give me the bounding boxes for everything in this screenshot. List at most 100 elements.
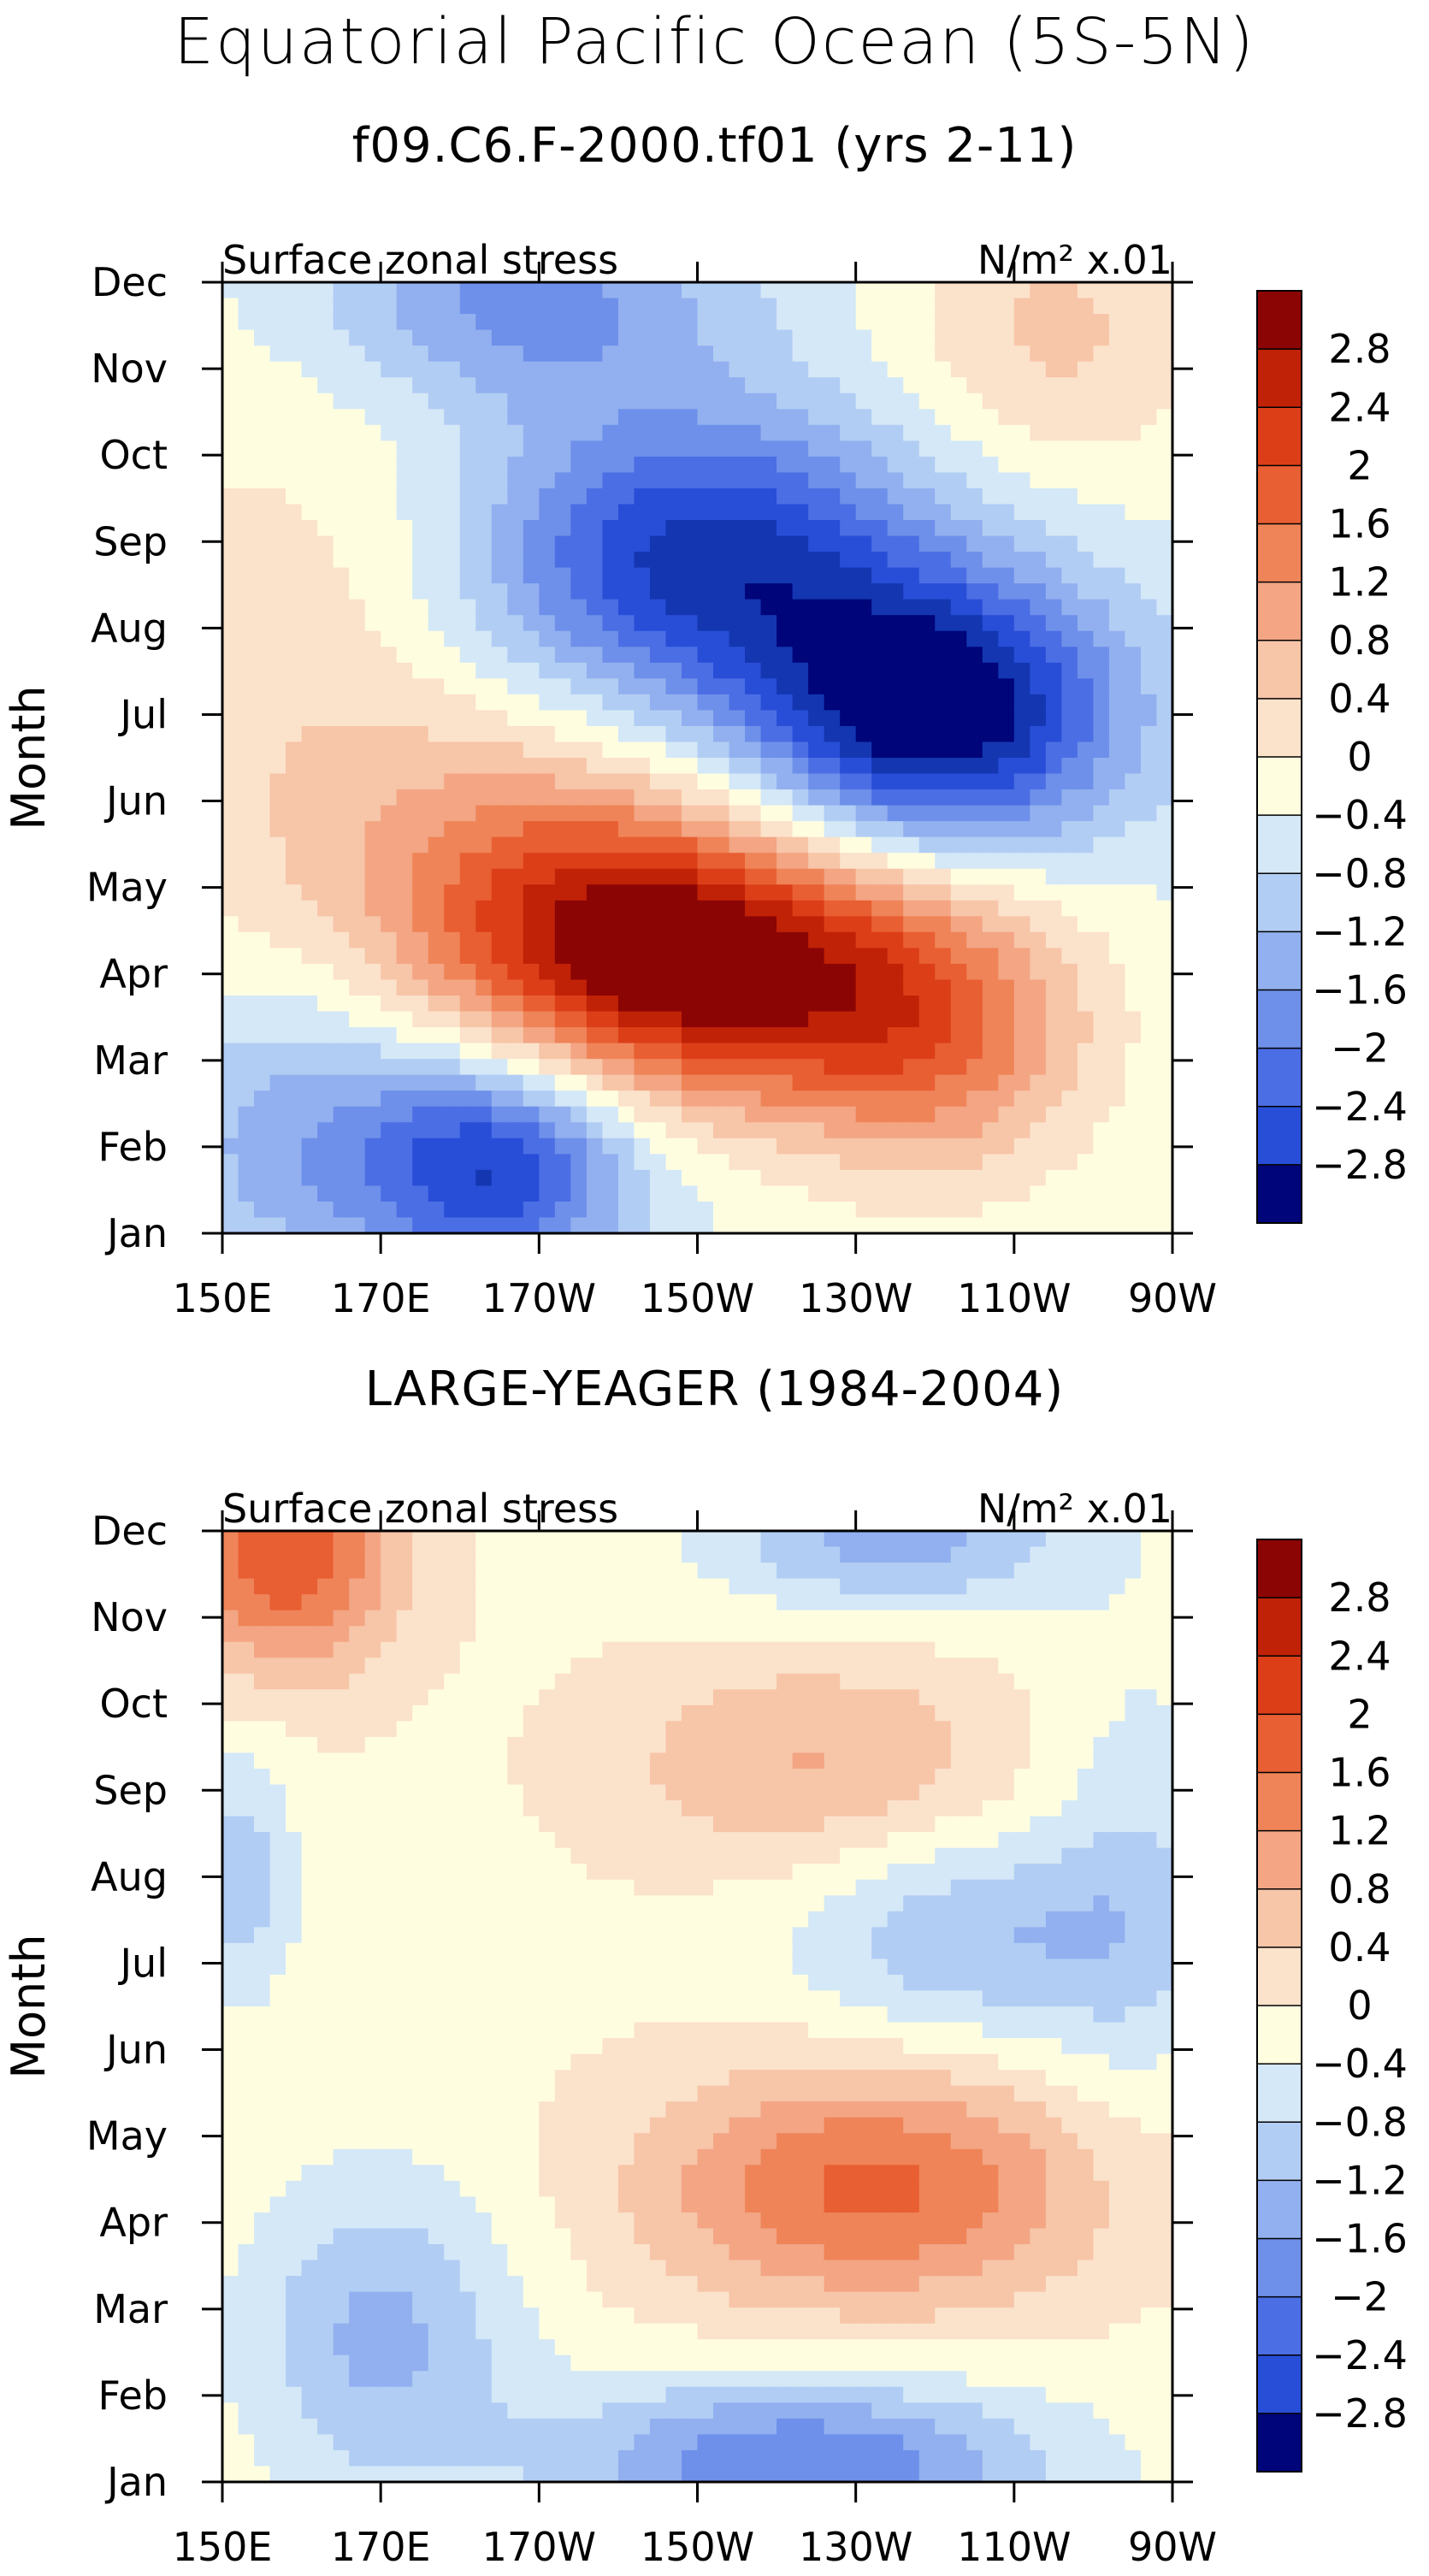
field-cell — [333, 884, 350, 901]
field-cell — [317, 2165, 334, 2182]
field-cell — [269, 1895, 286, 1912]
colorbar-swatch — [1257, 990, 1302, 1049]
field-cell — [459, 996, 476, 1013]
field-cell — [254, 504, 271, 521]
field-cell — [617, 314, 635, 331]
field-cell — [428, 758, 445, 775]
field-cell — [349, 1122, 366, 1139]
field-cell — [1045, 836, 1062, 854]
field-cell — [935, 298, 952, 315]
field-cell — [649, 1059, 667, 1076]
field-cell — [459, 393, 476, 410]
field-cell — [950, 805, 967, 822]
field-cell — [459, 2085, 476, 2102]
field-cell — [491, 2070, 508, 2087]
field-cell — [396, 1137, 413, 1155]
field-cell — [396, 2085, 413, 2102]
field-cell — [475, 1074, 493, 1091]
field-cell — [364, 931, 381, 948]
field-cell — [444, 1137, 461, 1155]
field-cell — [792, 409, 809, 426]
field-cell — [333, 520, 350, 537]
field-cell — [586, 868, 603, 885]
field-cell — [903, 725, 920, 743]
field-cell — [428, 2291, 445, 2308]
field-cell — [491, 1563, 508, 1580]
field-cell — [697, 821, 714, 838]
field-cell — [475, 1800, 493, 1817]
field-cell — [238, 1800, 255, 1817]
field-cell — [428, 424, 445, 441]
field-cell — [286, 630, 303, 647]
field-cell — [713, 1106, 730, 1123]
field-cell — [903, 821, 920, 838]
field-cell — [745, 472, 762, 489]
field-cell — [523, 1990, 540, 2007]
field-cell — [602, 1043, 619, 1060]
field-cell — [871, 1074, 889, 1091]
field-cell — [586, 1059, 603, 1076]
field-cell — [523, 1800, 540, 1817]
field-cell — [586, 979, 603, 996]
field-cell — [301, 2053, 318, 2071]
field-cell — [523, 2070, 540, 2087]
field-cell — [855, 725, 872, 743]
field-cell — [475, 2339, 493, 2356]
field-cell — [792, 647, 809, 664]
field-cell — [665, 424, 682, 441]
field-cell — [554, 361, 571, 378]
x-tick-label: 150E — [173, 1275, 273, 1321]
field-cell — [349, 1626, 366, 1643]
field-cell — [333, 1911, 350, 1928]
field-cell — [871, 377, 889, 394]
field-cell — [745, 393, 762, 410]
field-cell — [966, 900, 983, 917]
field-cell — [760, 535, 777, 552]
field-cell — [317, 979, 334, 996]
field-cell — [602, 836, 619, 854]
field-cell — [681, 996, 699, 1013]
field-cell — [349, 1990, 366, 2007]
field-cell — [855, 979, 872, 996]
field-cell — [349, 694, 366, 711]
field-cell — [729, 361, 746, 378]
field-cell — [222, 329, 239, 346]
field-cell — [617, 678, 635, 695]
field-cell — [760, 868, 777, 885]
field-cell — [444, 1959, 461, 1976]
field-cell — [333, 1769, 350, 1786]
field-cell — [428, 1531, 445, 1548]
field-cell — [617, 1169, 635, 1186]
field-cell — [982, 615, 999, 632]
field-cell — [333, 2260, 350, 2277]
field-cell — [729, 583, 746, 600]
field-cell — [982, 599, 999, 616]
field-cell — [982, 948, 999, 965]
field-cell — [617, 789, 635, 806]
colorbar-label: −2.4 — [1312, 1084, 1408, 1130]
field-cell — [982, 487, 999, 505]
field-cell — [381, 1657, 398, 1675]
field-cell — [396, 900, 413, 917]
field-cell — [523, 2101, 540, 2118]
field-cell — [918, 1090, 936, 1108]
field-cell — [1093, 535, 1110, 552]
field-cell — [286, 821, 303, 838]
field-cell — [254, 2101, 271, 2118]
field-cell — [935, 979, 952, 996]
field-cell — [1061, 979, 1078, 996]
field-cell — [301, 1673, 318, 1690]
field-cell — [349, 1201, 366, 1219]
field-cell — [333, 487, 350, 505]
field-cell — [254, 1879, 271, 1896]
field-cell — [903, 346, 920, 363]
field-cell — [539, 1169, 556, 1186]
field-cell — [602, 1122, 619, 1139]
field-cell — [301, 456, 318, 473]
field-cell — [349, 1043, 366, 1060]
field-cell — [286, 916, 303, 933]
field-cell — [396, 1217, 413, 1233]
field-cell — [364, 1990, 381, 2007]
field-cell — [554, 1610, 571, 1627]
field-cell — [586, 710, 603, 727]
